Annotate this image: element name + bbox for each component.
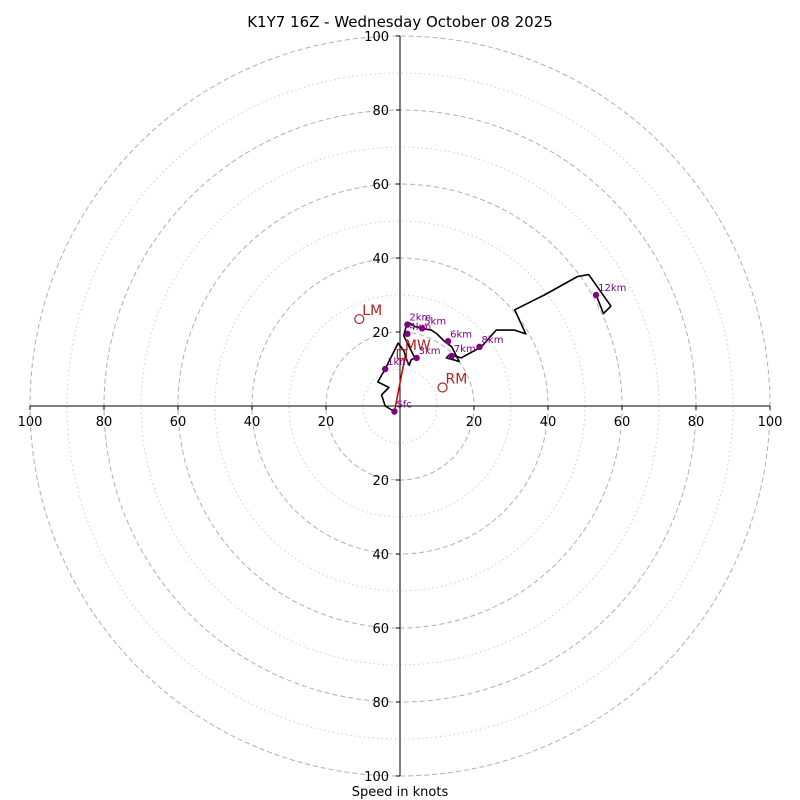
height-marker-2km-label: 2km <box>409 313 431 324</box>
tick-label-right: 60 <box>614 415 631 430</box>
hodograph-line <box>376 273 612 413</box>
height-marker-1km-label: 1km <box>387 357 409 368</box>
tick-label-right: 80 <box>688 415 705 430</box>
tick-label-top: 100 <box>364 30 389 45</box>
tick-label-top: 80 <box>372 104 389 119</box>
height-marker-1km-point <box>382 365 389 373</box>
storm-motion-lm-label: LM <box>362 303 382 319</box>
height-marker-7km-label: 7km <box>454 344 476 355</box>
tick-label-top: 60 <box>372 178 389 193</box>
x-axis-label: Speed in knots <box>352 785 449 800</box>
shear-vector-line <box>393 354 407 412</box>
tick-label-left: 60 <box>170 415 187 430</box>
height-marker-7km-point <box>448 352 455 360</box>
height-marker-8km-label: 8km <box>482 335 504 346</box>
tick-label-left: 40 <box>244 415 261 430</box>
height-marker-8km-point <box>476 343 483 350</box>
storm-motion-lm-marker <box>354 313 365 325</box>
tick-label-left: 100 <box>18 415 43 430</box>
tick-label-bottom: 40 <box>372 548 389 563</box>
height-marker-6km-label: 6km <box>450 329 472 340</box>
storm-motion-markers: LM RM MW <box>354 303 468 393</box>
height-marker-12km-point <box>592 291 600 299</box>
storm-motion-rm-marker <box>437 382 448 393</box>
height-markers: Sfc1km2km4km5km3km6km7km8km12km <box>382 283 626 415</box>
chart-title: K1Y7 16Z - Wednesday October 08 2025 <box>247 13 553 31</box>
tick-label-left: 20 <box>318 415 335 430</box>
tick-label-top: 40 <box>372 252 389 267</box>
storm-motion-mw-label: MW <box>405 338 431 354</box>
tick-label-right: 20 <box>466 415 483 430</box>
storm-motion-rm-label: RM <box>446 372 468 388</box>
height-marker-3km-point <box>413 354 420 362</box>
tick-label-bottom: 100 <box>364 770 389 785</box>
height-marker-3km-label: 3km <box>419 346 441 357</box>
tick-label-right: 100 <box>758 415 783 430</box>
storm-motion-mw-marker <box>396 349 407 360</box>
tick-label-top: 20 <box>372 326 389 341</box>
height-marker-5km-label: 5km <box>424 316 446 327</box>
tick-label-bottom: 60 <box>372 622 389 637</box>
tick-label-left: 80 <box>96 415 113 430</box>
tick-labels: 20 20 20 20 40 40 40 40 60 60 60 60 80 80 80 80 100 100 10… <box>18 30 783 785</box>
axes <box>30 36 770 776</box>
tick-label-bottom: 20 <box>372 474 389 489</box>
shear-vector <box>393 354 407 412</box>
hodograph-trace <box>376 273 612 413</box>
height-marker-sfc-point <box>391 408 398 415</box>
height-marker-5km-point <box>419 325 426 332</box>
height-marker-12km-label: 12km <box>598 283 626 294</box>
tick-label-bottom: 80 <box>372 696 389 711</box>
height-marker-6km-point <box>444 338 452 345</box>
height-marker-4km-point <box>404 330 411 338</box>
height-marker-sfc-label: Sfc <box>396 400 411 411</box>
tick-label-right: 40 <box>540 415 557 430</box>
height-marker-2km-point <box>404 321 411 328</box>
